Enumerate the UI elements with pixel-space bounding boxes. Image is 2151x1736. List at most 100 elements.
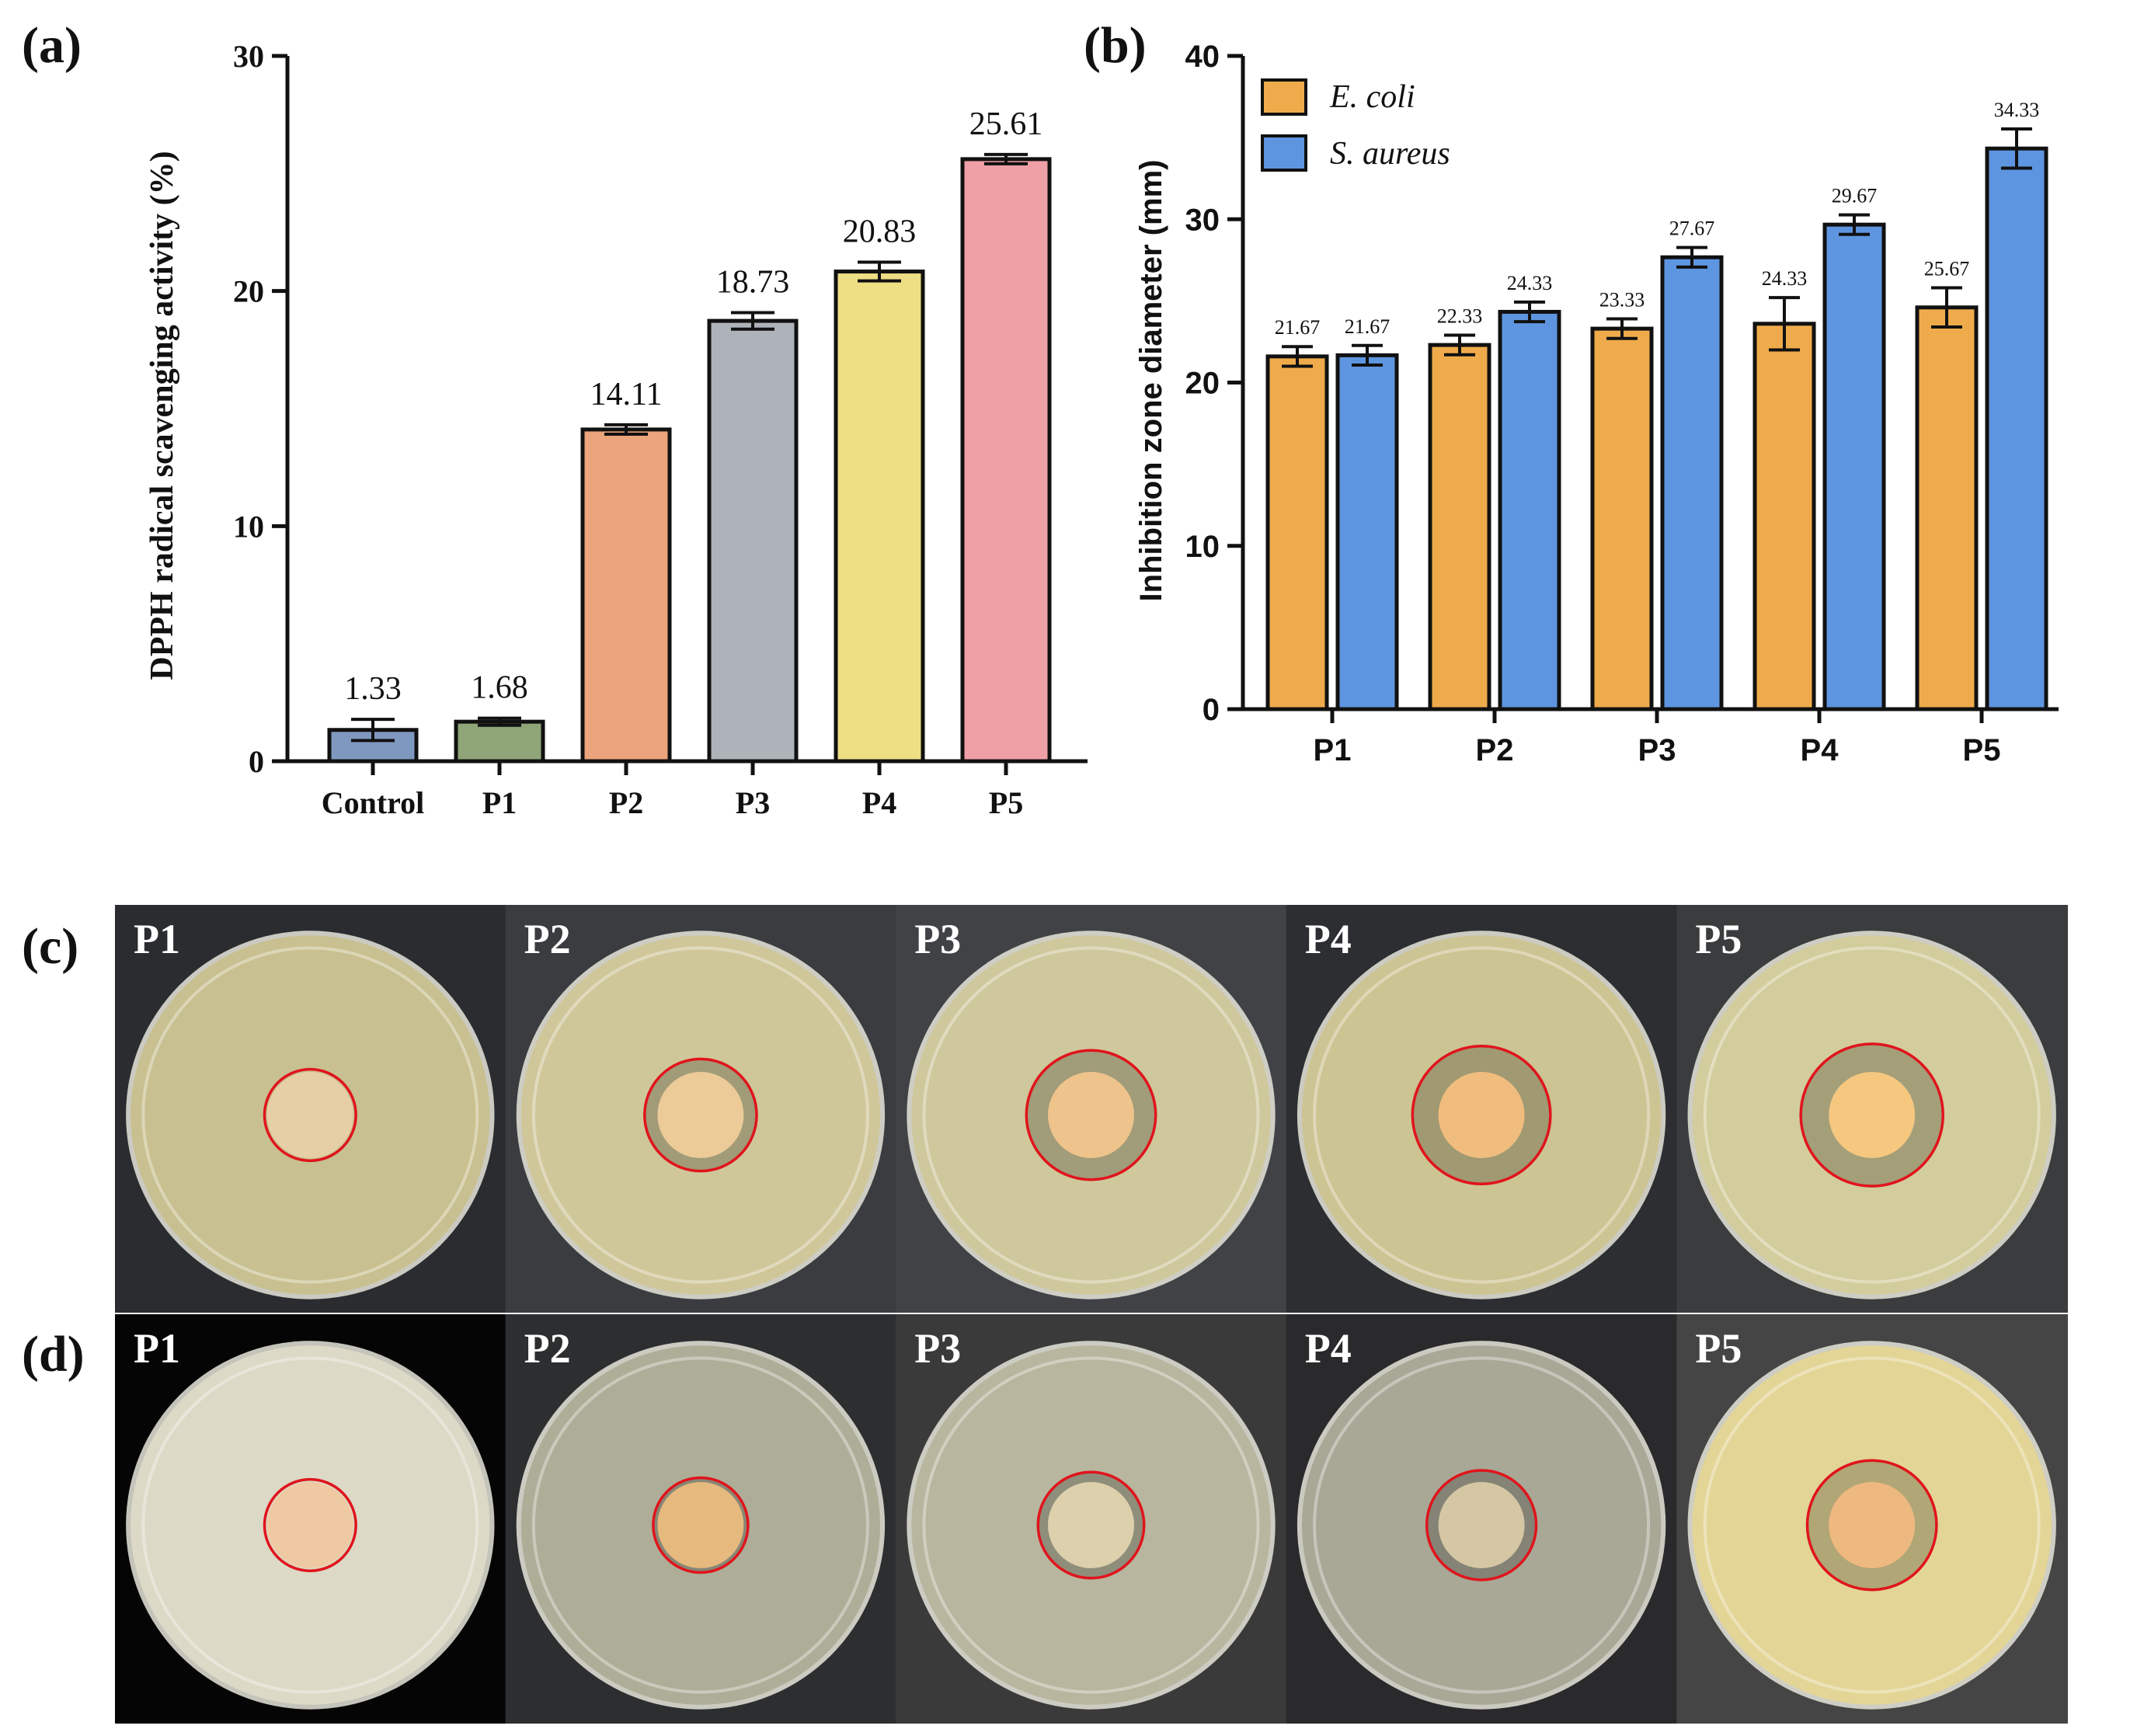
sample-disk: [1829, 1072, 1916, 1158]
chart-a-value-label: 1.68: [471, 670, 528, 706]
plate-photo-c-p4: P4: [1286, 905, 1678, 1313]
panel-label-d: (d): [22, 1326, 85, 1383]
chart-a-dpph: DPPH radical scavenging activity (%) 0 10…: [144, 39, 1088, 820]
chart-a-bar-p3: [707, 318, 799, 764]
chart-a-bar-p4: [834, 270, 925, 764]
plate-photo-d-p2: P2: [505, 1314, 897, 1724]
plate-label: P2: [524, 1325, 571, 1372]
chart-b-inhibition-zone: Inhibition zone diameter (mm) 010203040 …: [1134, 40, 2059, 767]
chart-b-category-label: P5: [1963, 733, 2001, 767]
plate-label: P1: [134, 1325, 180, 1372]
sample-disk: [657, 1072, 744, 1158]
chart-a-value-label: 1.33: [344, 671, 402, 707]
chart-b-value-label: 34.33: [1994, 99, 2040, 121]
chart-a-value-label: 18.73: [716, 265, 790, 301]
plate-photo-c-p5: P5: [1676, 905, 2068, 1313]
chart-b-bar-saureus-p4: [1822, 222, 1886, 711]
panel-label-a: (a): [22, 17, 82, 74]
chart-b-value-label: 21.67: [1275, 316, 1321, 339]
legend-label-ecoli: E. coli: [1329, 79, 1415, 115]
zone-outline: [643, 1057, 758, 1173]
petri-dish-inner-rim: [1703, 946, 2041, 1284]
plate-photo-c-p1: P1: [115, 905, 506, 1313]
chart-a-ytick-label: 20: [233, 274, 264, 309]
chart-a-bar-p5: [960, 157, 1052, 764]
plate-photo-d-p4: P4: [1286, 1314, 1678, 1724]
chart-b-category-label: P1: [1314, 733, 1352, 767]
chart-b-bar-ecoli-p3: [1590, 326, 1654, 711]
legend-label-saureus: S. aureus: [1330, 136, 1450, 172]
petri-dish-inner-rim: [1313, 1356, 1651, 1694]
sample-disk: [1438, 1482, 1525, 1568]
zone-outline: [263, 1477, 357, 1573]
chart-b-ytick-label: 10: [1185, 530, 1220, 564]
chart-b-value-label: 24.33: [1762, 267, 1808, 290]
chart-b-bar-saureus-p2: [1498, 309, 1561, 711]
petri-dish-inner-rim: [1313, 946, 1651, 1284]
zone-outline: [652, 1476, 750, 1574]
chart-a-category-label: Control: [322, 785, 425, 820]
chart-b-ytick-label: 40: [1185, 40, 1220, 74]
chart-b-value-label: 22.33: [1437, 305, 1483, 328]
plate-label: P2: [524, 916, 571, 962]
plate-label: P5: [1695, 1325, 1742, 1372]
chart-a-category-label: P2: [609, 785, 643, 820]
chart-a-ytick-label: 10: [233, 509, 264, 544]
zone-outline: [1411, 1044, 1552, 1186]
chart-b-bar-saureus-p1: [1335, 353, 1399, 711]
petri-dish-inner-rim: [531, 946, 869, 1284]
petri-dish-inner-rim: [922, 1356, 1260, 1694]
chart-b-ylabel: Inhibition zone diameter (mm): [1134, 160, 1168, 602]
chart-b-bar-ecoli-p5: [1915, 305, 1979, 711]
chart-a-category-label: P5: [989, 785, 1023, 820]
chart-a-value-label: 25.61: [969, 106, 1043, 142]
chart-a-value-label: 20.83: [843, 214, 917, 249]
chart-b-value-label: 23.33: [1599, 289, 1645, 311]
zone-outline: [263, 1067, 357, 1163]
legend-swatch-saureus: [1261, 134, 1307, 172]
plate-row-c: P1 P2 P3 P4 P5: [115, 905, 2068, 1313]
chart-a-value-label: 14.11: [590, 377, 663, 412]
plate-photo-c-p3: P3: [896, 905, 1287, 1313]
chart-b-ytick-label: 20: [1185, 367, 1220, 401]
chart-b-value-label: 24.33: [1507, 272, 1553, 294]
chart-b-bar-saureus-p3: [1660, 255, 1724, 711]
sample-disk: [1048, 1482, 1134, 1568]
chart-b-bar-saureus-p5: [1985, 146, 2048, 711]
plate-label: P3: [914, 916, 961, 962]
sample-disk: [1438, 1072, 1525, 1158]
chart-b-ytick-label: 0: [1203, 693, 1220, 727]
plate-photo-c-p2: P2: [505, 905, 897, 1313]
zone-outline: [1025, 1049, 1157, 1181]
chart-a-ytick-label: 30: [233, 39, 264, 74]
chart-b-bar-ecoli-p2: [1428, 343, 1491, 711]
zone-outline: [1036, 1470, 1146, 1580]
chart-b-legend: E. coli S. aureus: [1261, 78, 1450, 172]
chart-b-category-label: P3: [1638, 733, 1676, 767]
plate-row-d: P1 P2 P3 P4 P5: [115, 1314, 2068, 1724]
chart-b-value-label: 21.67: [1345, 315, 1390, 338]
petri-dish-inner-rim: [141, 1356, 479, 1694]
sample-disk: [657, 1482, 744, 1568]
legend-swatch-ecoli: [1261, 78, 1307, 116]
sample-disk: [266, 1072, 353, 1158]
petri-dish-inner-rim: [922, 946, 1260, 1284]
zone-outline: [1805, 1459, 1938, 1592]
chart-a-category-label: P1: [482, 785, 517, 820]
zone-outline: [1799, 1042, 1945, 1188]
chart-a-category-label: P4: [862, 785, 896, 820]
sample-disk: [1829, 1482, 1916, 1568]
plate-label: P4: [1305, 1325, 1352, 1372]
chart-b-value-label: 29.67: [1832, 185, 1878, 207]
chart-b-bar-ecoli-p1: [1265, 354, 1329, 711]
chart-a-bar-p1: [454, 719, 545, 764]
chart-b-category-label: P2: [1476, 733, 1514, 767]
chart-b-value-label: 25.67: [1924, 258, 1970, 280]
petri-dish-inner-rim: [141, 946, 479, 1284]
plate-photo-d-p1: P1: [115, 1314, 506, 1724]
chart-b-category-label: P4: [1801, 733, 1839, 767]
plate-label: P3: [914, 1325, 961, 1372]
plate-photo-d-p3: P3: [896, 1314, 1287, 1724]
panel-label-c: (c): [22, 918, 78, 975]
